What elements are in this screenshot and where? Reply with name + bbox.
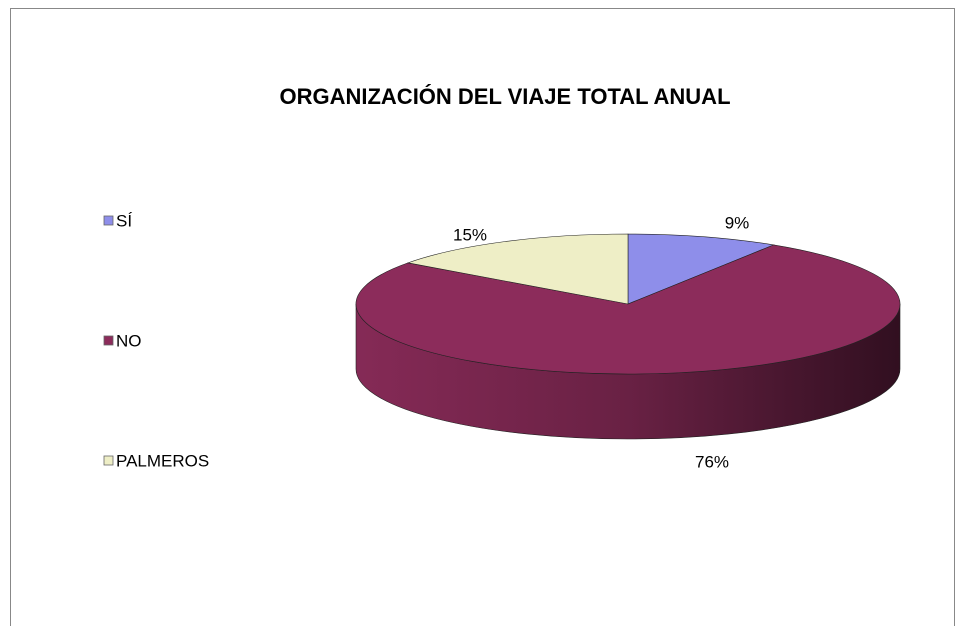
legend-swatch xyxy=(103,215,114,226)
pie-slice xyxy=(406,233,629,305)
data-label: 15% xyxy=(453,225,487,244)
data-label: 9% xyxy=(725,213,750,232)
legend-label: PALMEROS xyxy=(116,451,209,470)
pie-slice xyxy=(355,244,901,375)
legend-label: SÍ xyxy=(116,211,132,230)
pie-slice xyxy=(627,233,775,305)
legend-swatch xyxy=(103,455,114,466)
legend-label: NO xyxy=(116,331,142,350)
legend-swatch xyxy=(103,335,114,346)
data-label: 76% xyxy=(695,452,729,471)
chart-title: ORGANIZACIÓN DEL VIAJE TOTAL ANUAL xyxy=(279,84,730,109)
